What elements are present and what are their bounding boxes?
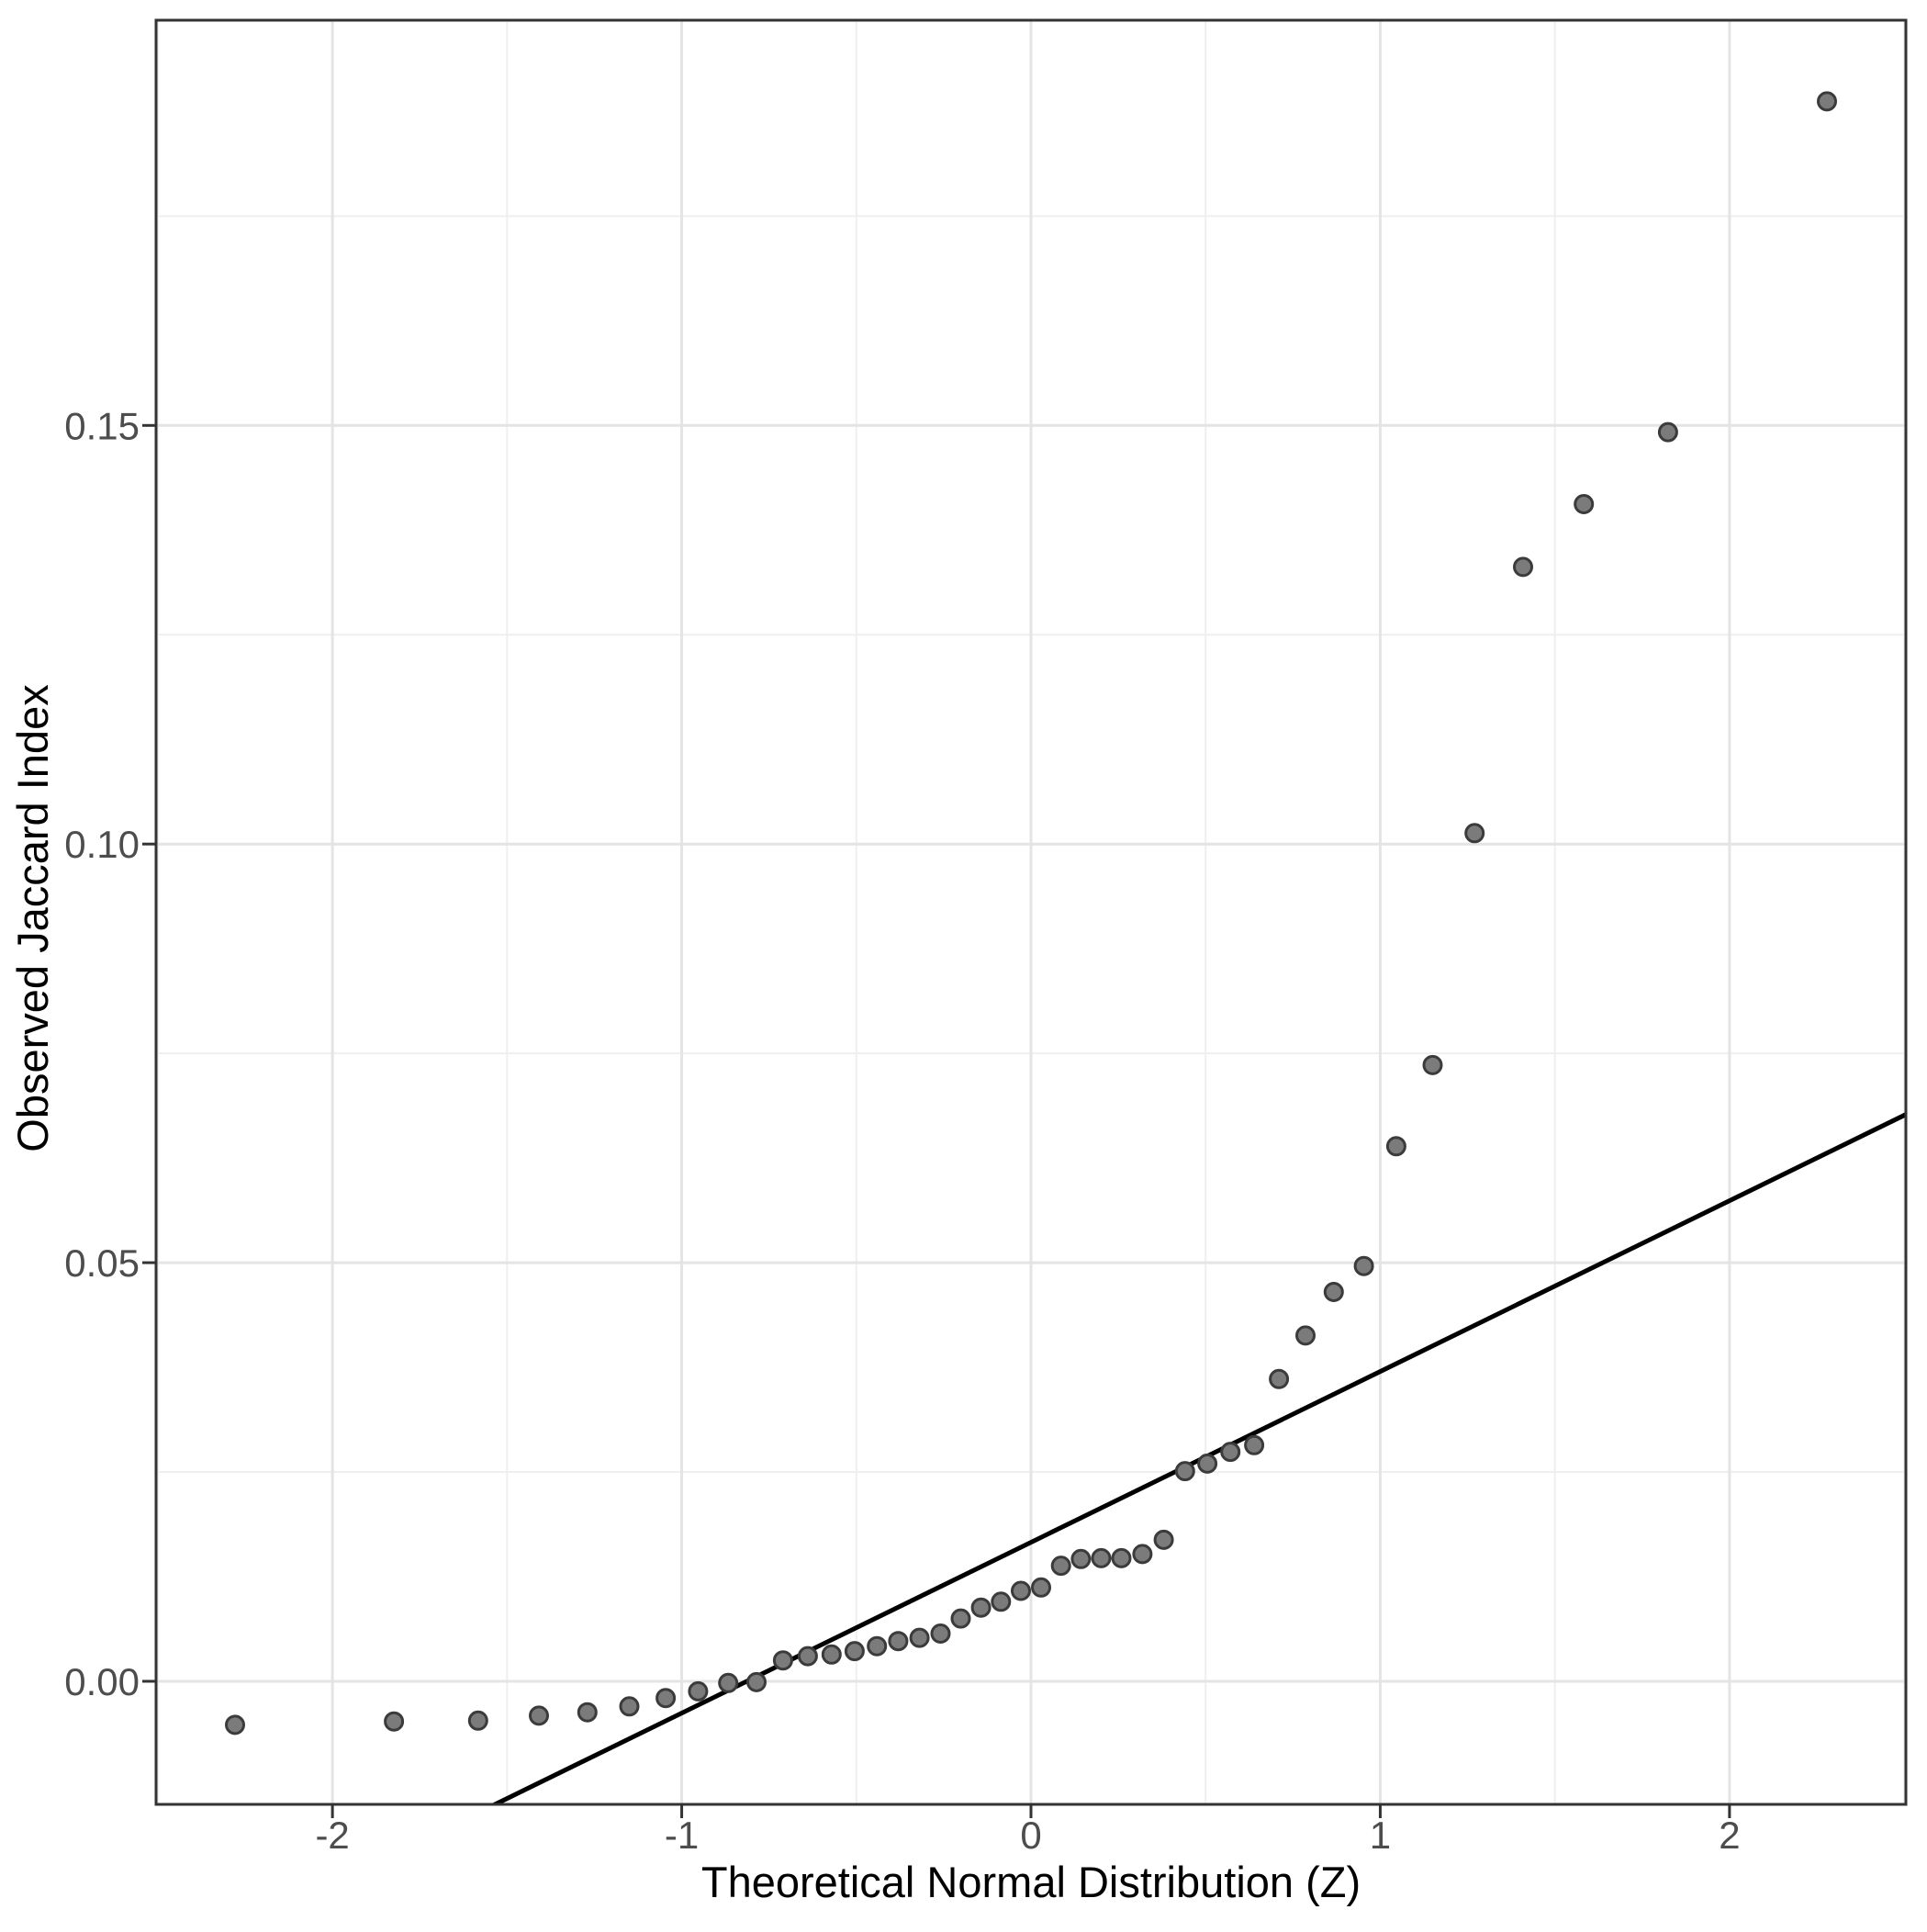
data-point: [655, 1688, 677, 1709]
data-point: [1817, 91, 1837, 112]
data-point: [844, 1641, 865, 1662]
data-point: [1050, 1556, 1071, 1577]
data-point: [1353, 1255, 1374, 1276]
data-point: [1197, 1453, 1218, 1474]
data-point: [225, 1714, 245, 1735]
panel-border: [154, 18, 1908, 1806]
data-point: [797, 1646, 818, 1667]
data-point: [888, 1631, 909, 1652]
data-point: [930, 1623, 951, 1644]
data-point: [1111, 1547, 1132, 1568]
data-point: [772, 1650, 793, 1671]
qq-reference-line: [489, 1112, 1906, 1804]
y-axis-title: Observed Jaccard Index: [8, 684, 57, 1151]
y-tick-label: 0.05: [64, 1241, 140, 1285]
data-point: [1295, 1325, 1316, 1346]
data-point: [1464, 823, 1485, 844]
data-point: [746, 1671, 767, 1692]
y-tick-label: 0.00: [64, 1660, 140, 1703]
data-point: [1513, 556, 1533, 578]
x-axis-title: Theoretical Normal Distribution (Z): [701, 1858, 1361, 1906]
data-point: [688, 1680, 709, 1702]
data-point: [1269, 1368, 1290, 1389]
data-point: [1422, 1054, 1443, 1075]
data-point: [821, 1644, 842, 1665]
data-point: [1153, 1529, 1174, 1550]
data-point: [1091, 1547, 1112, 1568]
x-tick-label: 2: [1719, 1814, 1740, 1857]
data-point: [909, 1627, 930, 1648]
scatter-points: [225, 91, 1837, 1735]
data-point: [1070, 1548, 1092, 1569]
data-point: [1385, 1136, 1406, 1157]
data-point: [1174, 1461, 1195, 1482]
data-point: [950, 1608, 971, 1629]
data-point: [1031, 1577, 1051, 1598]
axis-tick-marks: [142, 423, 1731, 1818]
data-point: [467, 1710, 488, 1731]
data-point: [529, 1705, 549, 1726]
data-point: [1220, 1442, 1241, 1463]
y-tick-label: 0.10: [64, 823, 140, 866]
data-point: [718, 1672, 739, 1693]
data-point: [1574, 494, 1595, 514]
data-point: [1011, 1580, 1031, 1601]
data-point: [867, 1635, 888, 1657]
data-point: [619, 1696, 640, 1717]
grid-major-lines: [156, 20, 1906, 1804]
axis-tick-labels: -2 -1 0 1 2 0.00 0.05 0.10 0.15: [64, 404, 1740, 1857]
x-tick-label: -1: [665, 1814, 699, 1857]
qq-reference-line-group: [489, 1112, 1906, 1804]
data-point: [991, 1591, 1012, 1612]
data-point: [384, 1711, 405, 1732]
data-point: [1323, 1282, 1344, 1302]
y-tick-label: 0.15: [64, 404, 140, 447]
data-point: [1657, 421, 1678, 443]
data-point: [970, 1597, 992, 1618]
data-point: [577, 1702, 598, 1723]
data-point: [1132, 1544, 1153, 1565]
x-tick-label: 1: [1370, 1814, 1391, 1857]
x-tick-label: -2: [315, 1814, 349, 1857]
x-tick-label: 0: [1020, 1814, 1041, 1857]
data-point: [1244, 1434, 1265, 1455]
